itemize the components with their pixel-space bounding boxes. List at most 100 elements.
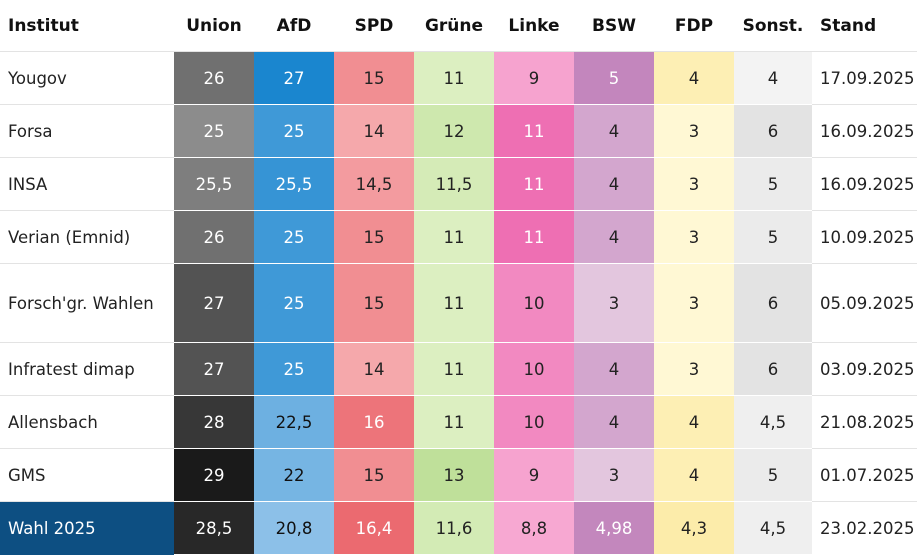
stand-cell: 16.09.2025: [812, 157, 917, 211]
table-row: INSA 25,5 25,5 14,5 11,5 11 4 3 5 16.09.2025: [0, 157, 917, 211]
value-cell-spd: 16,4: [334, 501, 414, 555]
value-cell-gr-ne: 11: [414, 395, 494, 449]
value-cell-fdp: 3: [654, 263, 734, 343]
institut-cell: INSA: [0, 157, 174, 211]
header-fdp: FDP: [654, 0, 734, 52]
institut-cell: Forsch'gr. Wahlen: [0, 263, 174, 343]
stand-cell: 10.09.2025: [812, 210, 917, 264]
value-cell-fdp: 4: [654, 51, 734, 105]
value-cell-sonst: 5: [734, 157, 812, 211]
value-cell-linke: 10: [494, 342, 574, 396]
value-cell-fdp: 4: [654, 395, 734, 449]
value-cell-spd: 15: [334, 51, 414, 105]
value-cell-bsw: 4: [574, 210, 654, 264]
stand-cell: 17.09.2025: [812, 51, 917, 105]
value-cell-union: 27: [174, 263, 254, 343]
value-cell-bsw: 3: [574, 263, 654, 343]
value-cell-gr-ne: 12: [414, 104, 494, 158]
value-cell-linke: 10: [494, 395, 574, 449]
value-cell-fdp: 3: [654, 210, 734, 264]
table-row: Allensbach 28 22,5 16 11 10 4 4 4,5 21.08.2025: [0, 395, 917, 449]
stand-cell: 21.08.2025: [812, 395, 917, 449]
value-cell-union: 29: [174, 448, 254, 502]
value-cell-gr-ne: 11,5: [414, 157, 494, 211]
value-cell-afd: 20,8: [254, 501, 334, 555]
table-row: Forsch'gr. Wahlen 27 25 15 11 10 3 3 6 05.09.2025: [0, 263, 917, 343]
institut-cell: Verian (Emnid): [0, 210, 174, 264]
value-cell-sonst: 4: [734, 51, 812, 105]
value-cell-afd: 25,5: [254, 157, 334, 211]
value-cell-sonst: 6: [734, 263, 812, 343]
institut-cell: Forsa: [0, 104, 174, 158]
stand-cell: 16.09.2025: [812, 104, 917, 158]
value-cell-spd: 16: [334, 395, 414, 449]
table-row: Verian (Emnid) 26 25 15 11 11 4 3 5 10.09.2025: [0, 210, 917, 264]
header-stand: Stand: [812, 0, 917, 52]
value-cell-spd: 14: [334, 104, 414, 158]
value-cell-sonst: 4,5: [734, 395, 812, 449]
value-cell-fdp: 4,3: [654, 501, 734, 555]
value-cell-union: 28,5: [174, 501, 254, 555]
value-cell-gr-ne: 13: [414, 448, 494, 502]
value-cell-spd: 14,5: [334, 157, 414, 211]
value-cell-sonst: 6: [734, 104, 812, 158]
value-cell-linke: 11: [494, 210, 574, 264]
value-cell-union: 26: [174, 51, 254, 105]
value-cell-gr-ne: 11: [414, 263, 494, 343]
value-cell-gr-ne: 11: [414, 342, 494, 396]
value-cell-bsw: 4: [574, 342, 654, 396]
stand-cell: 23.02.2025: [820, 518, 915, 538]
value-cell-linke: 9: [494, 448, 574, 502]
stand-cell: 03.09.2025: [812, 342, 917, 396]
header-bsw: BSW: [574, 0, 654, 52]
table-row: GMS 29 22 15 13 9 3 4 5 01.07.2025: [0, 448, 917, 502]
value-cell-gr-ne: 11: [414, 51, 494, 105]
value-cell-union: 25: [174, 104, 254, 158]
value-cell-fdp: 3: [654, 342, 734, 396]
table-row: Wahl 2025 28,5 20,8 16,4 11,6 8,8 4,98 4,3 4,5 23…: [0, 501, 917, 555]
value-cell-gr-ne: 11: [414, 210, 494, 264]
value-cell-fdp: 3: [654, 104, 734, 158]
header-gr-ne: Grüne: [414, 0, 494, 52]
value-cell-afd: 22: [254, 448, 334, 502]
value-cell-union: 26: [174, 210, 254, 264]
value-cell-linke: 9: [494, 51, 574, 105]
table-row: Infratest dimap 27 25 14 11 10 4 3 6 03.09.2025: [0, 342, 917, 396]
header-institut: Institut: [0, 0, 174, 52]
value-cell-union: 25,5: [174, 157, 254, 211]
value-cell-spd: 14: [334, 342, 414, 396]
value-cell-bsw: 4: [574, 395, 654, 449]
value-cell-gr-ne: 11,6: [414, 501, 494, 555]
value-cell-afd: 25: [254, 263, 334, 343]
value-cell-union: 28: [174, 395, 254, 449]
header-linke: Linke: [494, 0, 574, 52]
value-cell-fdp: 3: [654, 157, 734, 211]
value-cell-afd: 27: [254, 51, 334, 105]
value-cell-afd: 25: [254, 104, 334, 158]
value-cell-sonst: 5: [734, 448, 812, 502]
header-union: Union: [174, 0, 254, 52]
value-cell-bsw: 3: [574, 448, 654, 502]
value-cell-sonst: 5: [734, 210, 812, 264]
value-cell-linke: 11: [494, 104, 574, 158]
header-spd: SPD: [334, 0, 414, 52]
value-cell-union: 27: [174, 342, 254, 396]
value-cell-linke: 11: [494, 157, 574, 211]
table-row: Yougov 26 27 15 11 9 5 4 4 17.09.2025: [0, 51, 917, 105]
stand-cell: 01.07.2025: [812, 448, 917, 502]
institut-cell: Allensbach: [0, 395, 174, 449]
header-row: Institut Union AfD SPD Grüne Linke BSW FDP Sonst…: [0, 0, 917, 52]
value-cell-afd: 25: [254, 342, 334, 396]
value-cell-bsw: 5: [574, 51, 654, 105]
value-cell-linke: 8,8: [494, 501, 574, 555]
table-row: Forsa 25 25 14 12 11 4 3 6 16.09.2025: [0, 104, 917, 158]
value-cell-spd: 15: [334, 448, 414, 502]
stand-cell: 05.09.2025: [812, 263, 917, 343]
institut-cell: Wahl 2025: [0, 501, 174, 555]
value-cell-sonst: 4,5: [734, 501, 812, 555]
value-cell-afd: 22,5: [254, 395, 334, 449]
value-cell-bsw: 4,98: [574, 501, 654, 555]
institut-cell: Yougov: [0, 51, 174, 105]
value-cell-fdp: 4: [654, 448, 734, 502]
